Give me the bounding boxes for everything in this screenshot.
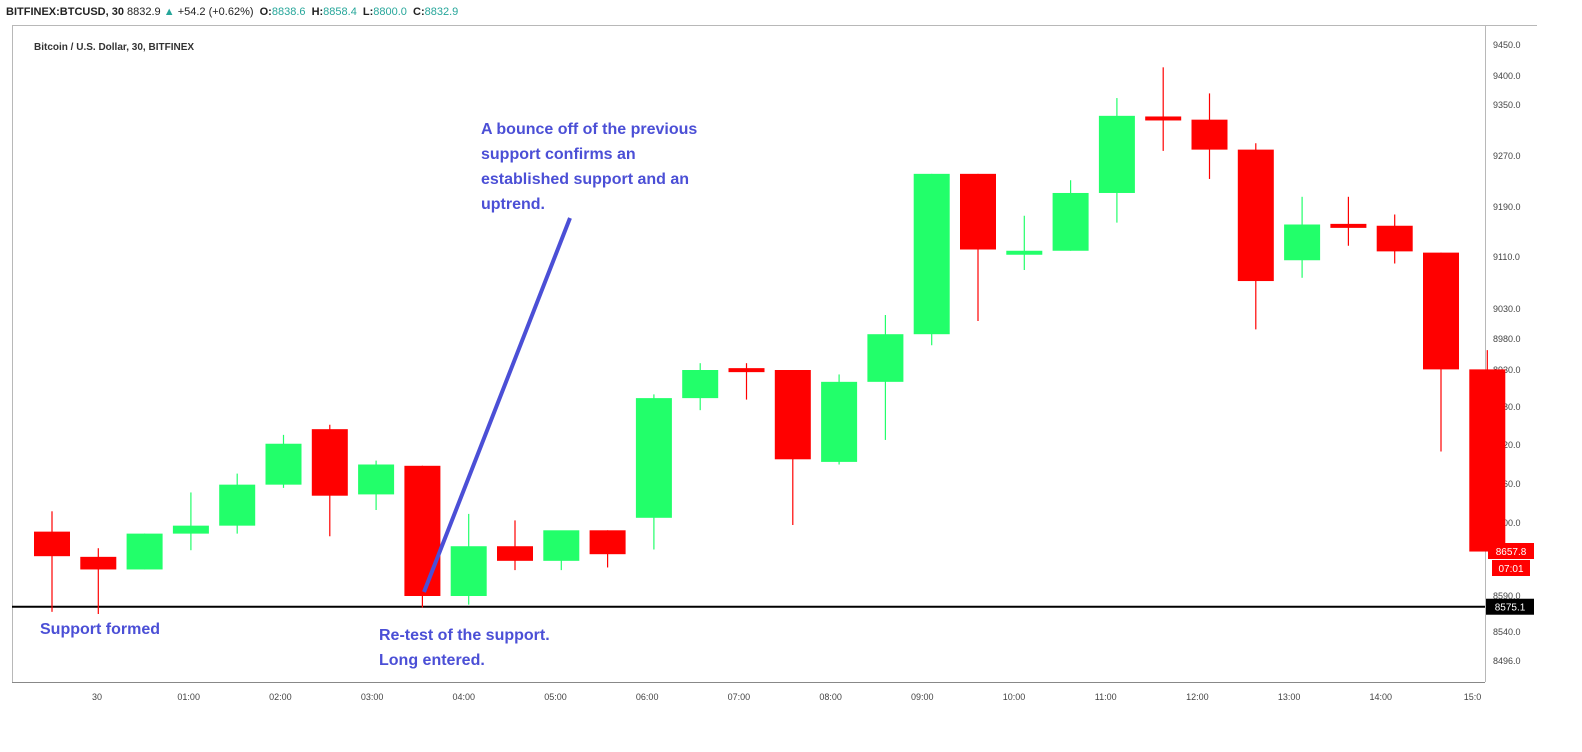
price-tick-label: 8700.0	[1493, 518, 1521, 528]
time-tick-label: 07:00	[728, 692, 751, 702]
candle-body-down	[80, 556, 117, 570]
time-tick-label: 08:00	[819, 692, 842, 702]
candle-body-up	[635, 398, 672, 518]
candle-body-up	[821, 381, 858, 462]
price-tick-label: 8540.0	[1493, 627, 1521, 637]
candle-body-down	[589, 530, 626, 555]
time-tick-label: 11:00	[1095, 692, 1117, 702]
time-tick-label: 13:00	[1278, 692, 1301, 702]
candle-body-up	[1098, 115, 1135, 193]
symbol-header: BITFINEX:BTCUSD, 30 8832.9 ▲ +54.2 (+0.6…	[6, 4, 458, 20]
time-tick-label: 12:00	[1186, 692, 1209, 702]
price-tick-label: 9030.0	[1493, 304, 1521, 314]
open-value: 8838.6	[271, 6, 306, 18]
candle-body-down	[1469, 369, 1506, 552]
candle-body-up	[265, 443, 302, 485]
candle-body-up	[682, 370, 719, 399]
candle-body-down	[1330, 223, 1367, 228]
price-change: +54.2 (+0.62%)	[177, 6, 254, 18]
price-tick-label: 9270.0	[1493, 151, 1521, 161]
price-tick-label: 8590.0	[1493, 591, 1521, 601]
candle-body-down	[497, 546, 533, 561]
candle-body-down	[34, 531, 70, 557]
time-tick-label: 09:00	[911, 692, 934, 702]
bounce-annotation-text: established support and an	[481, 171, 689, 188]
candle-body-up	[126, 533, 163, 570]
bounce-annotation-text: A bounce off of the previous	[481, 121, 697, 138]
last-price-tag	[1488, 543, 1534, 560]
last-price: 8832.9	[127, 6, 161, 18]
time-tick-label: 06:00	[636, 692, 659, 702]
symbol-label: BITFINEX:BTCUSD, 30	[6, 6, 124, 18]
last-price-tag-label: 8657.8	[1496, 547, 1527, 558]
close-label: C:	[413, 6, 425, 18]
candle-body-up	[219, 484, 256, 526]
low-value: 8800.0	[373, 6, 407, 18]
up-arrow-icon: ▲	[163, 6, 175, 18]
countdown-tag	[1492, 560, 1530, 577]
close-value: 8832.9	[424, 6, 459, 18]
price-tick-label: 9190.0	[1493, 202, 1521, 212]
high-label: H:	[311, 6, 324, 18]
time-tick-label: 04:00	[453, 692, 476, 702]
candle-body-down	[1145, 116, 1182, 121]
open-label: O:	[259, 6, 272, 18]
time-axis[interactable]	[12, 682, 1485, 710]
candle-body-down	[1376, 225, 1413, 252]
candle-body-down	[311, 429, 348, 496]
chart-pane[interactable]	[12, 25, 1537, 682]
candle-body-up	[450, 546, 487, 596]
price-tick-label: 9400.0	[1493, 71, 1521, 81]
price-tick-label: 8880.0	[1493, 402, 1521, 412]
candle-body-down	[728, 368, 765, 373]
countdown-tag-label: 07:01	[1498, 564, 1523, 575]
candle-body-up	[913, 173, 950, 335]
time-tick-label: 30	[92, 692, 102, 702]
price-tick-label: 9350.0	[1493, 100, 1521, 110]
time-tick-label: 05:00	[544, 692, 567, 702]
retest-annotation-text: Re-test of the support.	[379, 627, 550, 644]
time-tick-label: 02:00	[269, 692, 292, 702]
bounce-annotation-text: uptrend.	[481, 196, 545, 213]
price-tick-label: 8496.0	[1493, 656, 1521, 666]
candle-body-up	[172, 525, 209, 534]
price-tick-label: 8820.0	[1493, 440, 1521, 450]
time-tick-label: 03:00	[361, 692, 384, 702]
bounce-pointer-line	[422, 217, 572, 593]
price-tick-label: 8980.0	[1493, 334, 1521, 344]
chart-title: Bitcoin / U.S. Dollar, 30, BITFINEX	[34, 42, 195, 53]
bounce-annotation-text: support confirms an	[481, 146, 636, 163]
candle-body-up	[358, 464, 395, 495]
price-tick-label: 9450.0	[1493, 40, 1521, 50]
time-tick-label: 14:00	[1370, 692, 1393, 702]
candle-body-down	[1237, 149, 1274, 282]
candle-body-up	[1006, 250, 1043, 255]
retest-annotation-text: Long entered.	[379, 652, 485, 669]
candle-body-down	[774, 370, 811, 460]
support-price-tag	[1486, 598, 1534, 615]
time-tick-label: 15:0	[1464, 692, 1482, 702]
high-value: 8858.4	[323, 6, 357, 18]
candle-body-up	[1284, 224, 1321, 261]
time-tick-label: 01:00	[177, 692, 200, 702]
price-axis[interactable]	[1485, 25, 1537, 682]
low-label: L:	[362, 6, 374, 18]
price-tick-label: 8760.0	[1493, 479, 1521, 489]
price-tick-label: 8930.0	[1493, 365, 1521, 375]
support-formed-text: Support formed	[40, 621, 160, 638]
price-tick-label: 9110.0	[1493, 252, 1520, 262]
candle-body-up	[867, 334, 904, 382]
candle-body-down	[960, 173, 996, 250]
time-tick-label: 10:00	[1003, 692, 1026, 702]
candle-body-down	[1423, 252, 1459, 370]
support-price-tag-label: 8575.1	[1495, 603, 1526, 614]
candle-body-down	[404, 465, 441, 596]
candle-body-down	[1191, 119, 1228, 150]
candle-body-up	[1052, 192, 1089, 251]
candle-body-up	[543, 530, 580, 561]
